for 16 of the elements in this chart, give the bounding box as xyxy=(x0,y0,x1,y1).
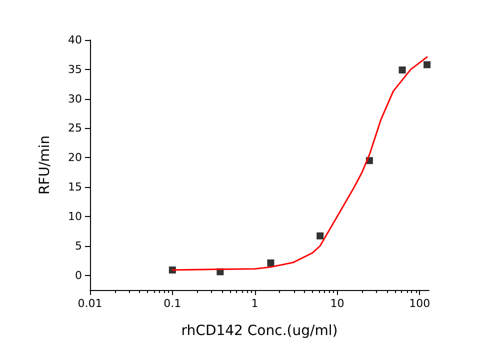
y-tick-label: 30 xyxy=(68,92,82,106)
y-tick-label: 25 xyxy=(68,122,82,135)
y-axis-title: RFU/min xyxy=(37,135,53,195)
y-tick-label: 20 xyxy=(68,151,82,164)
x-tick-label: 1 xyxy=(251,297,258,310)
x-tick-label: 10 xyxy=(330,297,344,310)
x-tick-label: 0.01 xyxy=(78,297,102,310)
y-tick-label: 40 xyxy=(68,34,82,46)
x-tick-label: 0.1 xyxy=(164,297,182,310)
x-tick-label: 100 xyxy=(409,297,430,310)
y-tick-label: 5 xyxy=(75,239,82,252)
y-tick-label: 15 xyxy=(68,180,82,194)
x-axis-title: rhCD142 Conc.(ug/ml) xyxy=(181,323,338,339)
y-tick-label: 10 xyxy=(68,210,82,223)
y-tick-label: 35 xyxy=(68,62,82,76)
y-tick-label: 0 xyxy=(75,268,82,282)
